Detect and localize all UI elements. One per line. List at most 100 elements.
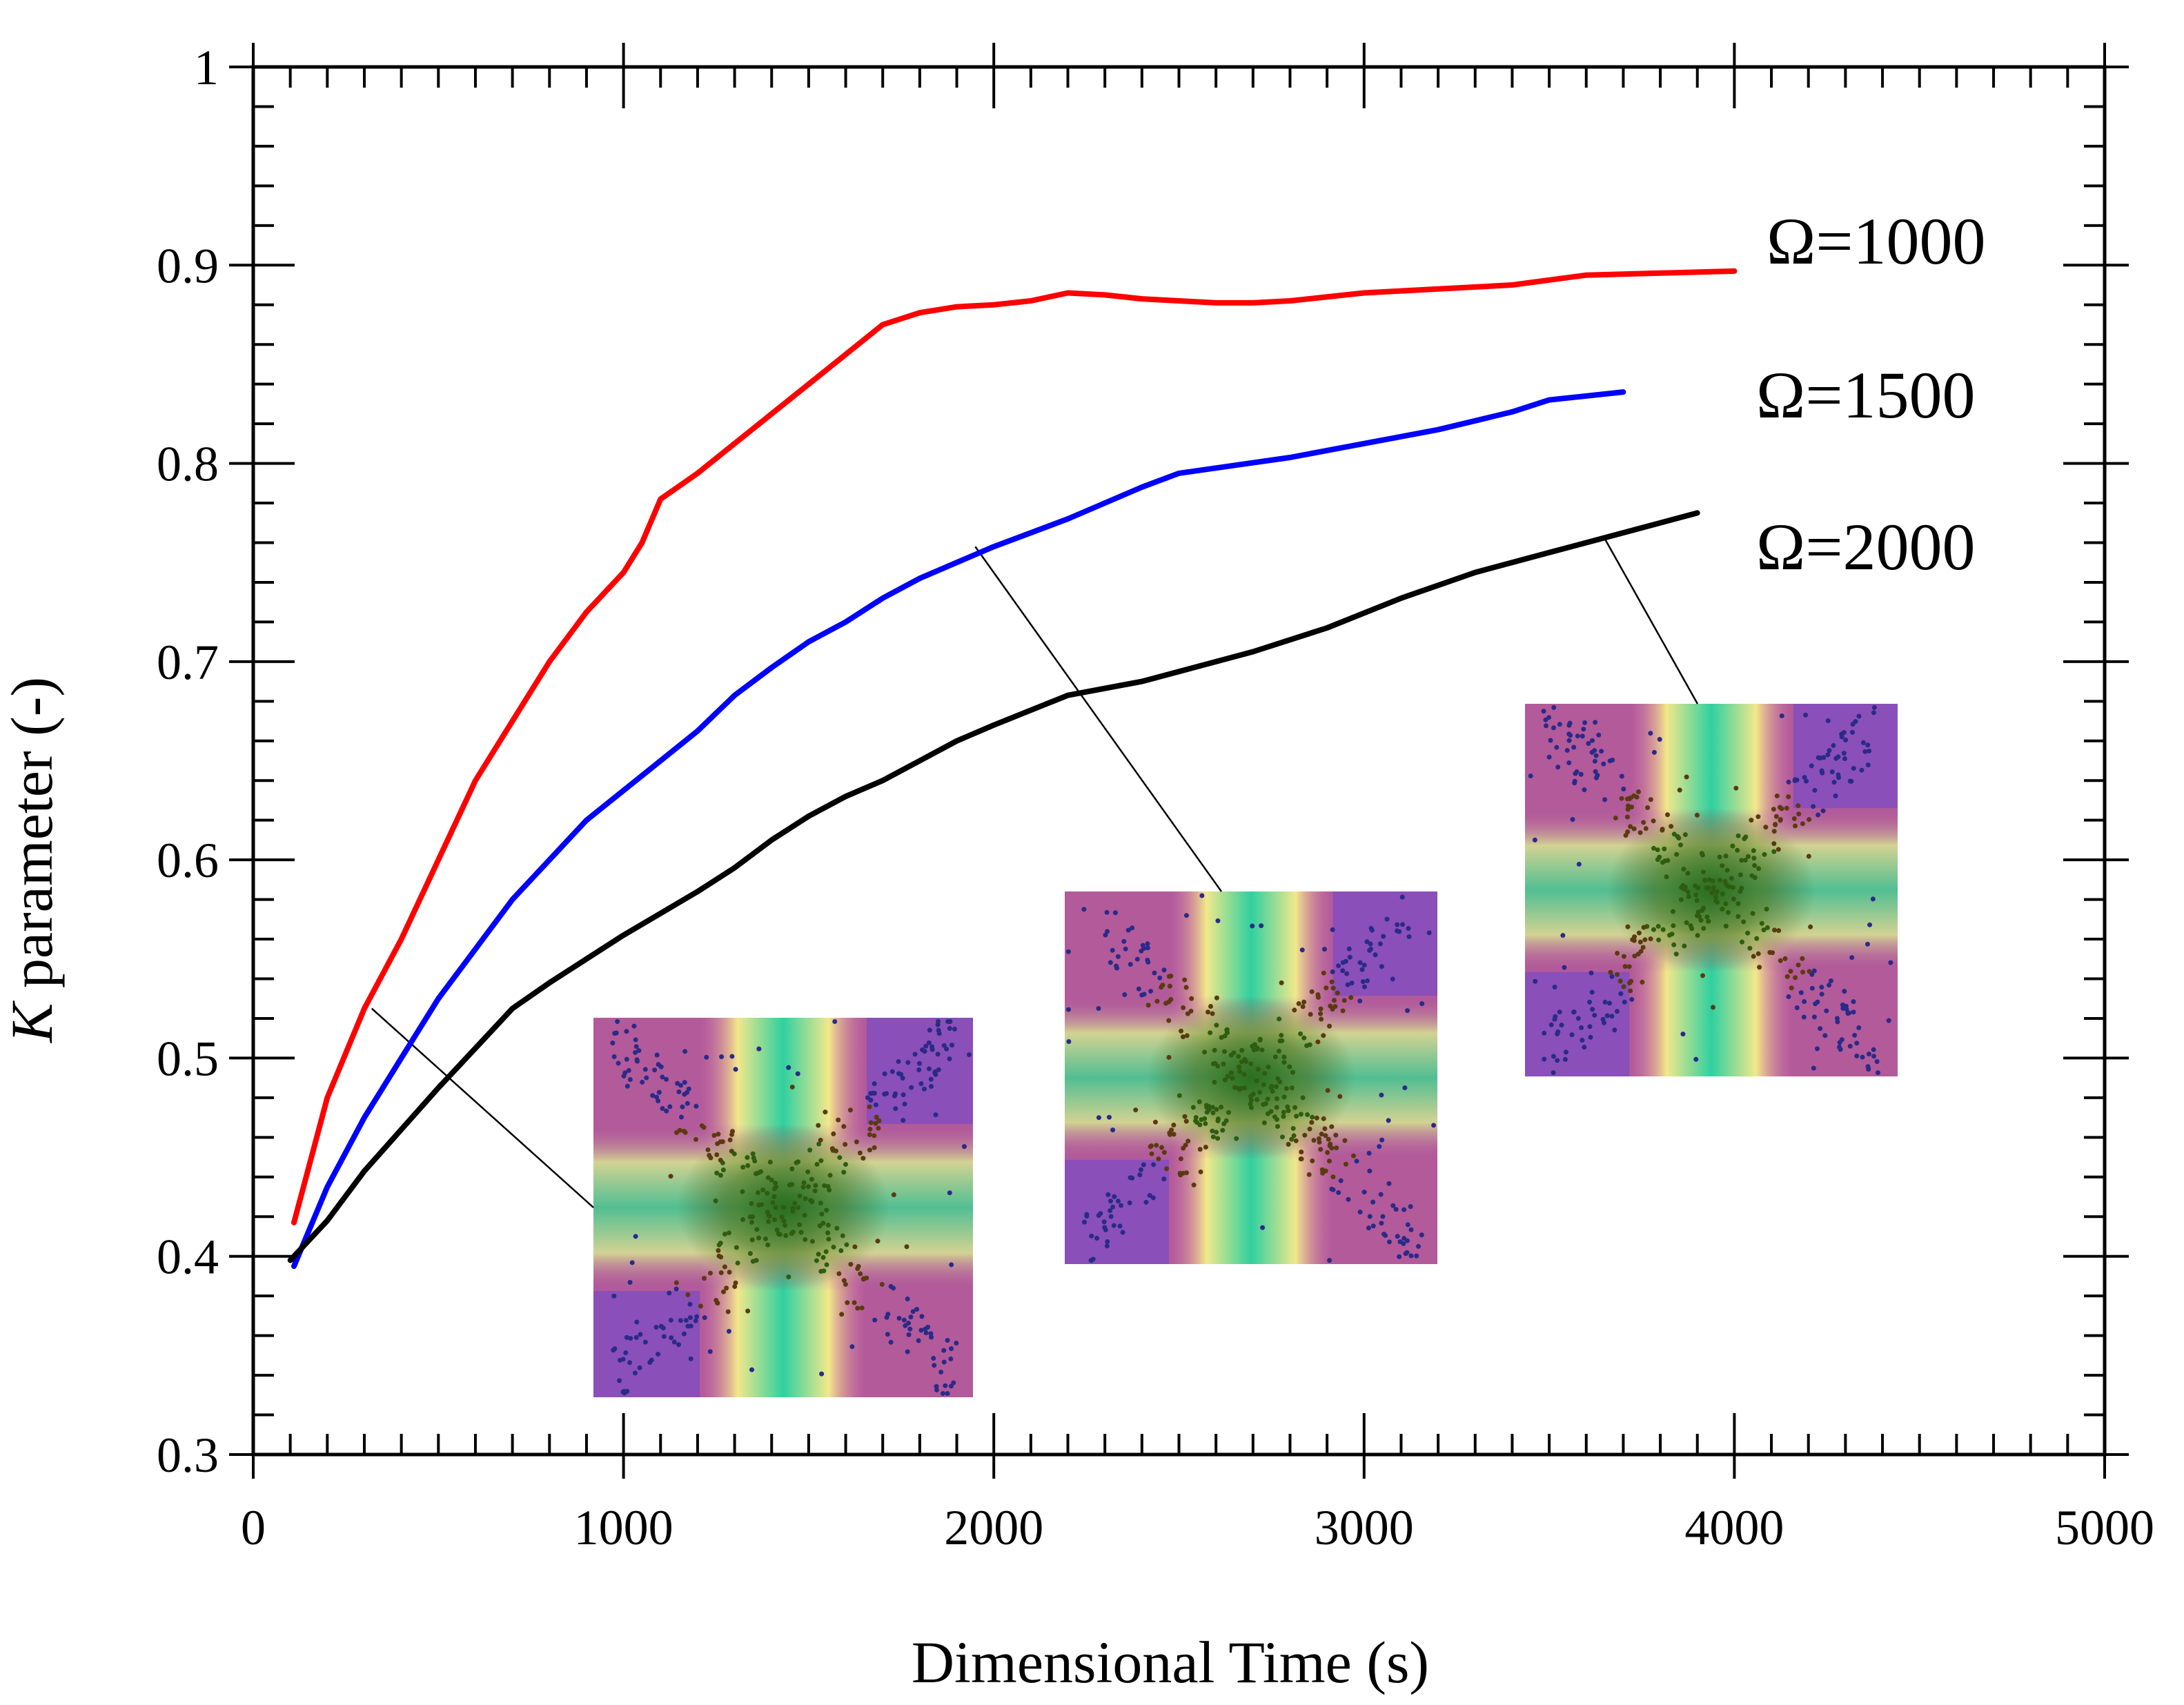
inset-particle [1751, 954, 1756, 959]
inset-particle [1671, 942, 1677, 947]
inset-particle [848, 1261, 854, 1267]
inset-particle [932, 1070, 938, 1075]
inset-particle [1819, 985, 1824, 990]
inset-particle [941, 1359, 947, 1365]
inset-particle [1865, 742, 1871, 748]
inset-particle [876, 1125, 881, 1131]
inset-particle [720, 1139, 725, 1145]
inset-particle [644, 1075, 649, 1081]
inset-particle [1613, 815, 1618, 820]
inset-particle [707, 1270, 713, 1276]
inset-particle [945, 1338, 950, 1343]
inset-particle [1771, 841, 1777, 847]
inset-particle [1640, 945, 1646, 950]
inset-particle [1694, 913, 1700, 918]
inset-particle [642, 1339, 648, 1345]
inset-particle [642, 1067, 648, 1072]
inset-particle [1641, 925, 1646, 930]
inset-particle [1110, 1204, 1116, 1210]
inset-particle [1298, 1031, 1303, 1036]
inset-particle [1655, 923, 1661, 929]
inset-particle [624, 1334, 629, 1340]
inset-particle [1779, 806, 1784, 811]
inset-particle [1851, 999, 1856, 1005]
inset-particle [1648, 936, 1653, 942]
inset-particle [819, 1371, 825, 1377]
inset-particle [1581, 727, 1586, 732]
inset-particle [627, 1076, 633, 1082]
inset-particle [1111, 1223, 1116, 1228]
inset-particle [615, 1019, 620, 1024]
inset-particle [860, 1156, 866, 1161]
inset-particle [904, 1244, 909, 1250]
inset-particle [1677, 787, 1682, 793]
inset-particle [1344, 971, 1350, 976]
inset-particle [912, 1052, 918, 1057]
inset-particle [1159, 1145, 1164, 1150]
inset-particle [1871, 710, 1876, 716]
inset-particle [1849, 955, 1855, 960]
inset-particle [693, 1103, 699, 1109]
inset-particle [905, 1060, 911, 1065]
inset-particle [1248, 1105, 1254, 1110]
inset-particle [1593, 720, 1598, 725]
inset-particle [1756, 866, 1762, 871]
inset-particle [1225, 1074, 1230, 1079]
inset-particle [1151, 1162, 1157, 1167]
inset-particle [1248, 1094, 1253, 1099]
inset-particle [1183, 1170, 1189, 1176]
inset-particle [1120, 1230, 1125, 1235]
inset-particle [1849, 729, 1855, 735]
inset-particle [1631, 793, 1637, 798]
inset-particle [1755, 951, 1761, 956]
inset-particle [1833, 794, 1838, 799]
inset-particle [1819, 768, 1824, 773]
inset-particle [1711, 889, 1716, 894]
inset-particle [795, 1071, 800, 1076]
inset-particle [1367, 1168, 1373, 1174]
inset-particle [1220, 1127, 1226, 1133]
inset-particle [906, 1321, 912, 1326]
inset-particle [1301, 999, 1307, 1005]
inset-particle [1379, 964, 1384, 969]
inset-particle [1563, 1049, 1568, 1055]
inset-particle [1215, 1136, 1221, 1141]
inset-particle [1378, 1192, 1384, 1197]
x-tick-labels: 0 1000 2000 3000 4000 5000 [241, 1500, 2154, 1555]
inset-particle [1809, 763, 1814, 769]
inset-particle [841, 1124, 847, 1130]
inset-particle [1854, 1041, 1860, 1046]
inset-particle [1330, 927, 1335, 932]
inset-particle [1752, 875, 1758, 880]
inset-particle [1771, 807, 1776, 812]
inset-particle [1710, 878, 1715, 884]
inset-particle [1776, 928, 1782, 934]
inset-particle [1370, 1199, 1376, 1205]
inset-particle [1723, 923, 1729, 929]
inset-particle [818, 1269, 824, 1274]
inset-particle [834, 1225, 840, 1231]
inset-particle [926, 1066, 932, 1072]
inset-particle [1322, 1126, 1328, 1132]
inset-particle [1405, 1008, 1410, 1014]
inset-particle [763, 1236, 769, 1241]
inset-particle [1788, 969, 1793, 974]
y-tick-labels: 0.3 0.4 0.5 0.6 0.7 0.8 0.9 1 [157, 40, 219, 1483]
inset-particle [1642, 937, 1648, 943]
inset-particle [1566, 760, 1572, 765]
inset-particle [1731, 896, 1736, 902]
inset-particle [1266, 1064, 1271, 1070]
inset-particle [1726, 909, 1731, 915]
inset-particle [1679, 885, 1684, 890]
inset-particle [1101, 1219, 1107, 1225]
inset-particle [852, 1300, 857, 1305]
inset-particle [916, 1067, 922, 1073]
inset-particle [687, 1315, 693, 1321]
y-axis-title: K parameter (-) [0, 677, 65, 1044]
inset-particle [610, 1041, 616, 1046]
inset-particle [1587, 999, 1593, 1005]
inset-particle [1307, 1126, 1312, 1132]
inset-particle [1143, 1199, 1149, 1205]
inset-particle [694, 1314, 700, 1319]
inset-particle [919, 1314, 925, 1319]
